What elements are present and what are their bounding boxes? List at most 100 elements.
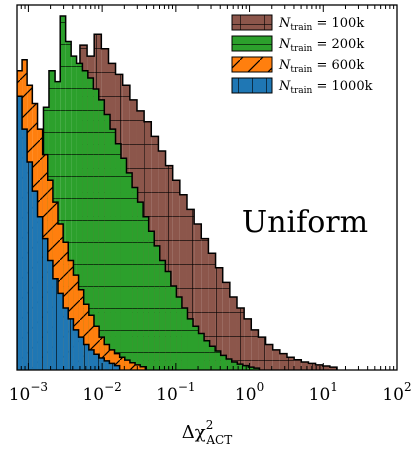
bar-hatch <box>37 216 43 370</box>
x-tick-label: 10−1 <box>156 380 195 405</box>
bar-hatch <box>83 304 89 370</box>
x-tick-label: 102 <box>382 380 411 405</box>
bar-hatch <box>114 353 120 370</box>
annotation-uniform: Uniform <box>242 205 368 240</box>
bar-hatch <box>222 282 230 370</box>
bar-hatch <box>17 96 23 370</box>
series-outline <box>79 33 338 370</box>
bar-hatch <box>140 366 146 370</box>
x-tick-label: 10−3 <box>9 380 48 405</box>
bar-hatch <box>73 329 79 370</box>
legend-label: Ntrain = 600k <box>278 58 364 75</box>
legend-swatch-hatch <box>231 56 273 73</box>
bar-hatch <box>68 260 74 370</box>
bar-hatch <box>114 365 120 370</box>
bar-hatch <box>253 368 260 370</box>
bar-hatch <box>82 70 88 370</box>
bar-hatch <box>58 293 64 370</box>
bar-hatch <box>104 344 110 370</box>
bar-hatch <box>329 367 338 370</box>
legend-label: Ntrain = 200k <box>278 37 364 54</box>
bar-hatch <box>231 361 238 370</box>
bar-hatch <box>215 267 223 370</box>
bar-hatch <box>132 187 138 370</box>
bar-hatch <box>220 355 227 370</box>
bar-hatch <box>248 367 254 370</box>
bar-hatch <box>165 271 171 370</box>
legend: Ntrain = 100k Ntrain = 200k Ntrain = 600k N… <box>231 14 373 96</box>
bar-hatch <box>143 216 149 370</box>
x-axis-title-main: Δχ <box>182 422 206 443</box>
bar-hatch <box>93 326 100 370</box>
bar-hatch <box>93 354 100 370</box>
bar-hatch <box>129 362 136 370</box>
bar-hatch <box>73 275 79 370</box>
bar-hatch <box>99 337 105 370</box>
legend-item: Ntrain = 100k <box>231 14 364 33</box>
bar-hatch <box>201 238 209 370</box>
bar-hatch <box>71 56 77 370</box>
series-outline <box>17 59 147 370</box>
bar-hatch <box>76 63 83 370</box>
bar-hatch <box>120 158 127 370</box>
x-axis: 10−3 10−2 10−1 100 101 102 <box>9 5 412 405</box>
bar-hatch <box>176 297 182 370</box>
bar-hatch <box>65 41 72 370</box>
bar-hatch <box>115 143 121 370</box>
bar-hatch <box>237 364 243 370</box>
x-axis-title: Δχ2 ACT <box>182 418 232 447</box>
bar-hatch <box>242 365 249 370</box>
bar-hatch <box>27 161 33 370</box>
bar-hatch <box>98 99 105 370</box>
bar-hatch <box>22 129 28 370</box>
bar-hatch <box>32 191 38 370</box>
bar-hatch <box>236 307 245 370</box>
bar-hatch <box>154 245 160 370</box>
bar-hatch <box>104 360 110 370</box>
bar-hatch <box>208 253 216 370</box>
bar-hatch <box>104 114 111 370</box>
legend-item: Ntrain = 1000k <box>231 77 373 96</box>
x-axis-title-sub: ACT <box>205 433 232 447</box>
bar-hatch <box>272 349 280 370</box>
bar-hatch <box>88 349 94 370</box>
legend-item: Ntrain = 200k <box>231 35 364 54</box>
bar-hatch <box>265 344 273 370</box>
bar-hatch <box>179 194 187 370</box>
bar-hatch <box>251 329 259 370</box>
bar-hatch <box>63 307 69 370</box>
bar-hatch <box>165 165 173 370</box>
bar-hatch <box>68 318 74 370</box>
bar-hatch <box>42 238 48 370</box>
legend-label: Ntrain = 1000k <box>278 79 373 96</box>
bar-hatch <box>181 307 188 370</box>
bar-hatch <box>78 289 84 370</box>
bar-hatch <box>187 318 194 370</box>
bar-hatch <box>294 359 302 370</box>
bar-hatch <box>204 340 210 370</box>
bar-hatch <box>226 359 232 370</box>
bar-hatch <box>52 278 59 370</box>
x-tick-label: 10−2 <box>82 380 121 405</box>
bar-hatch <box>87 78 94 370</box>
legend-label: Ntrain = 100k <box>278 16 364 33</box>
legend-swatch-hatch <box>231 14 273 31</box>
plot-frame <box>16 4 398 371</box>
bar-hatch <box>209 346 216 370</box>
bar-hatch <box>137 202 144 370</box>
bar-hatch <box>126 172 133 370</box>
series-3 <box>17 95 121 370</box>
series-layer <box>17 15 338 370</box>
bar-hatch <box>194 224 202 370</box>
bar-hatch <box>109 363 115 370</box>
bar-hatch <box>186 209 195 370</box>
x-tick-label: 100 <box>235 380 264 405</box>
bar-hatch <box>172 180 180 370</box>
bar-hatch <box>109 349 115 370</box>
bar-hatch <box>198 333 205 370</box>
bar-hatch <box>286 357 295 370</box>
bar-hatch <box>78 337 84 370</box>
x-axis-title-sup: 2 <box>206 418 214 432</box>
bar-hatch <box>301 361 309 370</box>
bar-hatch <box>215 351 221 370</box>
